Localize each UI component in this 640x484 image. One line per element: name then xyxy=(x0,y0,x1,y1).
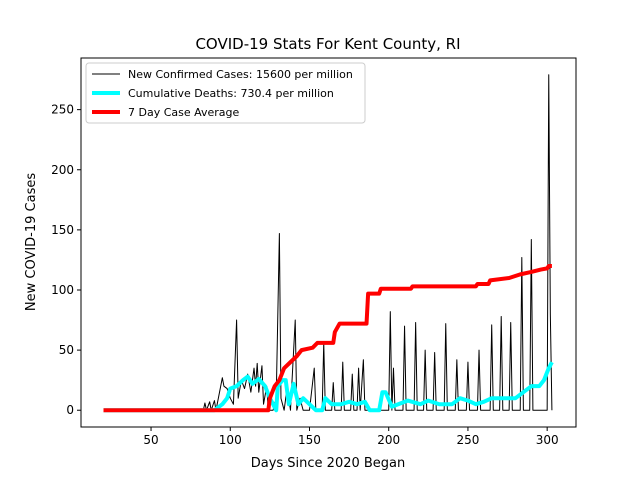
plot-frame xyxy=(80,57,577,428)
chart-title: COVID-19 Stats For Kent County, RI xyxy=(195,35,460,53)
x-tick-label: 300 xyxy=(536,433,559,447)
y-tick-label: 50 xyxy=(59,343,74,357)
legend-label: Cumulative Deaths: 730.4 per million xyxy=(128,87,334,100)
x-axis-label: Days Since 2020 Began xyxy=(251,456,406,471)
x-tick-label: 200 xyxy=(377,433,400,447)
x-tick-label: 150 xyxy=(298,433,321,447)
y-tick-label: 150 xyxy=(51,223,74,237)
legend-box xyxy=(85,62,366,124)
legend: New Confirmed Cases: 15600 per million Cu… xyxy=(85,62,366,124)
x-tick-label: 100 xyxy=(219,433,242,447)
y-tick-label: 100 xyxy=(51,283,74,297)
legend-label: New Confirmed Cases: 15600 per million xyxy=(128,68,353,81)
y-tick-label: 200 xyxy=(51,163,74,177)
legend-label: 7 Day Case Average xyxy=(128,106,240,119)
x-tick-label: 250 xyxy=(456,433,479,447)
y-tick-label: 0 xyxy=(66,403,74,417)
series-line xyxy=(103,74,553,411)
series-line xyxy=(103,361,554,413)
y-axis-label: New COVID-19 Cases xyxy=(24,173,39,311)
series-line xyxy=(103,263,552,413)
x-tick-label: 50 xyxy=(143,433,158,447)
y-tick-label: 250 xyxy=(51,103,74,117)
